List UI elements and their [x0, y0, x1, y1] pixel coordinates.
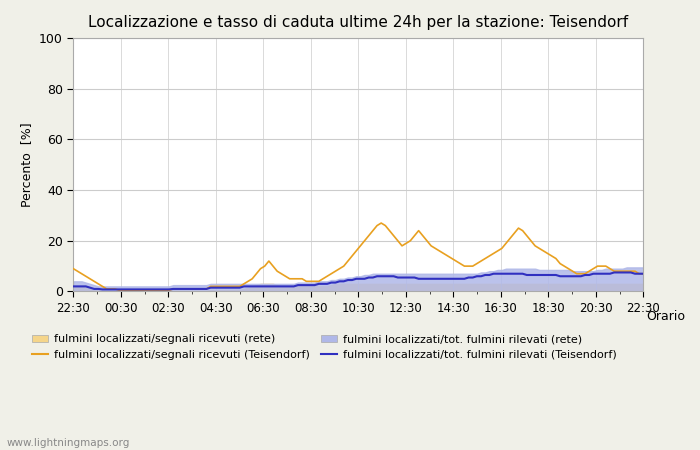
Text: Orario: Orario	[646, 310, 685, 324]
Legend: fulmini localizzati/segnali ricevuti (rete), fulmini localizzati/segnali ricevut: fulmini localizzati/segnali ricevuti (re…	[27, 330, 621, 364]
Title: Localizzazione e tasso di caduta ultime 24h per la stazione: Teisendorf: Localizzazione e tasso di caduta ultime …	[88, 15, 629, 30]
Text: www.lightningmaps.org: www.lightningmaps.org	[7, 438, 130, 448]
Y-axis label: Percento  [%]: Percento [%]	[20, 122, 34, 207]
